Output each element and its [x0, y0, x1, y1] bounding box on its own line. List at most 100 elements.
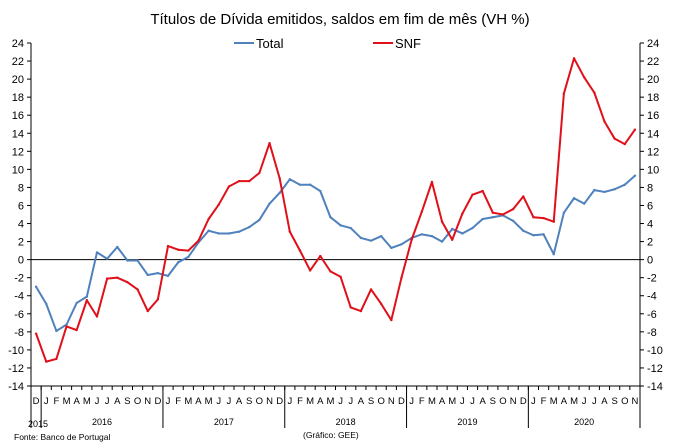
data-point-total	[258, 218, 261, 222]
data-point-snf	[75, 328, 78, 332]
x-month-label: A	[601, 396, 608, 407]
y-tick-label-right: 4	[647, 219, 653, 231]
data-point-snf	[339, 275, 342, 278]
x-month-label: A	[439, 396, 446, 407]
x-month-label: J	[338, 396, 343, 407]
x-month-label: M	[428, 396, 436, 407]
data-point-snf	[481, 189, 484, 193]
data-point-snf	[146, 309, 149, 313]
data-point-snf	[288, 230, 292, 233]
x-month-label: S	[124, 396, 130, 407]
chart-title: Títulos de Dívida emitidos, saldos em fi…	[150, 11, 529, 28]
x-month-label: S	[246, 396, 252, 407]
data-point-snf	[511, 207, 515, 211]
data-point-snf	[65, 325, 68, 328]
data-point-total	[217, 232, 220, 235]
data-point-total	[268, 202, 271, 205]
data-point-total	[329, 216, 332, 219]
series-points-snf	[34, 57, 637, 363]
data-point-total	[116, 245, 119, 249]
x-month-label: A	[561, 396, 568, 407]
data-point-snf	[400, 276, 403, 279]
data-point-snf	[451, 238, 454, 241]
data-point-total	[613, 188, 616, 191]
data-point-snf	[329, 270, 332, 273]
series-points-total	[34, 174, 637, 333]
x-month-label: F	[541, 396, 547, 407]
x-month-label: M	[448, 396, 456, 407]
y-tick-label-right: -8	[647, 327, 657, 339]
data-point-total	[430, 234, 434, 238]
data-point-snf	[45, 360, 48, 363]
x-year-label: 2018	[336, 417, 356, 427]
data-point-snf	[176, 248, 180, 251]
data-point-snf	[248, 179, 251, 183]
data-point-total	[481, 217, 484, 221]
x-month-label: M	[306, 396, 314, 407]
x-month-label: J	[95, 396, 100, 407]
data-point-snf	[34, 332, 38, 335]
data-point-snf	[390, 318, 393, 322]
y-tick-label-left: -6	[14, 309, 24, 321]
y-tick-label-left: 18	[12, 92, 24, 104]
y-tick-label-left: 16	[12, 110, 24, 122]
x-month-label: J	[166, 396, 171, 407]
y-tick-label-right: -14	[647, 381, 663, 393]
data-point-total	[105, 257, 109, 260]
y-tick-label-right: -6	[647, 309, 657, 321]
y-tick-label-right: -12	[647, 363, 663, 375]
x-month-label: J	[409, 396, 414, 407]
y-tick-label-right: 22	[647, 56, 659, 68]
x-month-label: A	[195, 396, 202, 407]
data-point-snf	[613, 137, 616, 140]
y-tick-label-right: 12	[647, 146, 659, 158]
data-point-snf	[582, 76, 586, 79]
data-point-snf	[542, 216, 545, 220]
y-tick-label-right: 20	[647, 74, 659, 86]
data-point-snf	[430, 180, 434, 184]
x-month-label: M	[63, 396, 71, 407]
data-point-total	[379, 234, 383, 238]
y-tick-label-right: 14	[647, 128, 659, 140]
data-point-total	[349, 226, 352, 230]
x-month-label: F	[297, 396, 303, 407]
legend: Total SNF	[234, 36, 421, 51]
data-point-total	[65, 323, 68, 326]
data-point-snf	[633, 128, 637, 131]
legend-label-total: Total	[256, 36, 284, 51]
data-point-snf	[85, 299, 89, 302]
data-point-total	[278, 191, 281, 195]
data-point-total	[339, 224, 342, 227]
y-tick-label-right: 0	[647, 255, 653, 267]
data-point-snf	[268, 141, 271, 145]
x-month-label: N	[510, 396, 517, 407]
data-point-total	[369, 239, 373, 242]
x-month-label: M	[550, 396, 558, 407]
y-tick-label-left: 12	[12, 146, 24, 158]
data-point-snf	[105, 277, 109, 280]
data-point-snf	[562, 92, 566, 95]
data-point-snf	[349, 306, 352, 309]
data-point-snf	[532, 216, 535, 219]
data-point-snf	[410, 238, 413, 241]
data-point-total	[390, 246, 393, 250]
data-point-snf	[308, 269, 312, 272]
x-month-label: D	[520, 396, 527, 407]
x-month-label: O	[256, 396, 263, 407]
x-year-label: 2015	[28, 419, 48, 429]
x-month-label: J	[348, 396, 353, 407]
x-month-label: A	[74, 396, 81, 407]
data-point-total	[603, 190, 606, 194]
x-month-label: M	[326, 396, 334, 407]
data-point-total	[85, 295, 89, 298]
data-point-total	[55, 329, 58, 333]
x-month-label: J	[582, 396, 587, 407]
x-year-label: 2020	[574, 417, 594, 427]
y-tick-label-right: 24	[647, 38, 659, 50]
x-month-label: J	[227, 396, 232, 407]
data-point-total	[319, 189, 322, 193]
y-tick-label-left: -2	[14, 273, 24, 285]
x-month-label: M	[205, 396, 213, 407]
y-tick-label-left: 14	[12, 128, 24, 140]
